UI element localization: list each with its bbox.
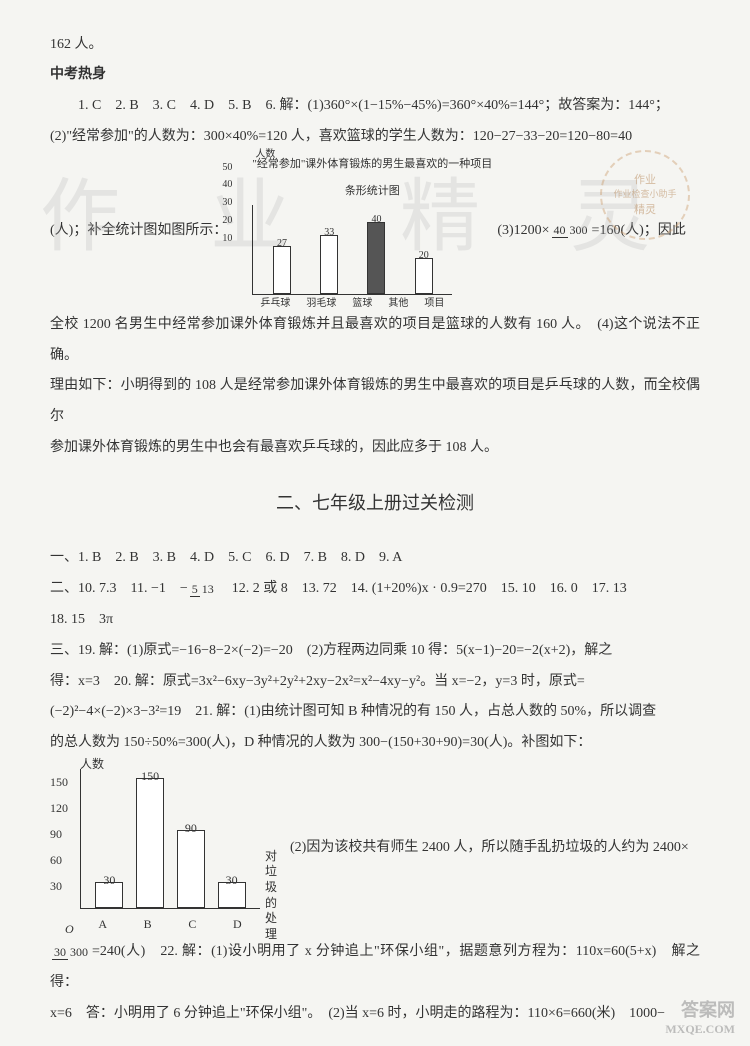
text-before-chart: (人)；补全统计图如图所示：: [50, 216, 227, 247]
answer-line: 30300=240(人) 22. 解：(1)设小明用了 x 分钟追上"环保小组"…: [50, 937, 700, 999]
chart2-bar: 30: [218, 882, 246, 908]
chart2-xtick: A: [98, 911, 107, 937]
chart1-bar: 33: [320, 235, 338, 294]
answer-line: (2)"经常参加"的人数为：300×40%=120 人，喜欢篮球的学生人数为：1…: [50, 122, 700, 153]
footer-watermark: 答案网 MXQE.COM: [665, 1000, 735, 1036]
chart1-xtick: 其他: [388, 298, 408, 310]
chart2-xtick: C: [188, 911, 196, 937]
chart2-xtick: D: [233, 911, 242, 937]
stamp-line: 精灵: [634, 202, 656, 219]
footer-wm-line: MXQE.COM: [665, 1022, 735, 1036]
chart2-xlabel: 对垃圾的处理: [265, 849, 277, 943]
answer-line: 三、19. 解：(1)原式=−16−8−2×(−2)=−20 (2)方程两边同乘…: [50, 636, 700, 667]
answer-line: 得：x=3 20. 解：原式=3x²−6xy−3y²+2y²+2xy−2x²=x…: [50, 667, 700, 698]
answer-line: 1. C 2. B 3. C 4. D 5. B 6. 解：(1)360°×(1…: [50, 91, 700, 122]
chart2-row: 人数 150120906030 O 301509030 ABCD 对垃圾的处理 …: [50, 759, 700, 937]
answer-line: 二、10. 7.3 11. −1 −513 12. 2 或 8 13. 72 1…: [50, 574, 700, 605]
section-heading: 中考热身: [50, 60, 700, 91]
answer-line: x=6 答：小明用了 6 分钟追上"环保小组"。 (2)当 x=6 时，小明走的…: [50, 999, 700, 1030]
stamp-line: 作业检查小助手: [613, 188, 676, 202]
answer-line: 18. 15 3π: [50, 605, 700, 636]
text-after-chart2: (2)因为该校共有师生 2400 人，所以随手乱扔垃圾的人约为 2400×: [260, 833, 700, 864]
chart2-ytick: 90: [50, 821, 62, 847]
text-span: 二、10. 7.3 11. −1 −: [50, 581, 188, 596]
chart1-xtick: 篮球: [352, 298, 372, 310]
chart2-origin: O: [65, 916, 74, 942]
text-span: 12. 2 或 8 13. 72 14. (1+20%)x · 0.9=270 …: [218, 581, 627, 596]
footer-wm-line: 答案网: [665, 1000, 735, 1022]
chart1-bar: 20: [415, 258, 433, 294]
chart2-bar: 90: [177, 830, 205, 908]
answer-line: (−2)²−4×(−2)×3−3²=19 21. 解：(1)由统计图可知 B 种…: [50, 697, 700, 728]
chart1-xtick: 乒乓球: [260, 298, 290, 310]
fraction: 40300: [552, 224, 590, 236]
page-continuation: 162 人。: [50, 30, 103, 61]
section-title: 二、七年级上册过关检测: [50, 484, 700, 524]
bar-chart-1: "经常参加"课外体育锻炼的男生最喜欢的一种项目 条形统计图 人数 50 40 3…: [227, 152, 492, 309]
chart1-bar: 40: [367, 222, 385, 294]
chart2-bar: 150: [136, 778, 164, 908]
chart1-xtick: 羽毛球: [306, 298, 336, 310]
chart1-bar: 27: [273, 246, 291, 294]
fraction: 513: [190, 583, 216, 595]
chart2-ytick: 150: [50, 769, 68, 795]
chart2-ytick: 60: [50, 847, 62, 873]
bar-chart-2: 人数 150120906030 O 301509030 ABCD 对垃圾的处理: [50, 769, 260, 937]
answer-line: 理由如下：小明得到的 108 人是经常参加课外体育锻炼的男生中最喜欢的项目是乒乓…: [50, 371, 700, 433]
chart1-row: (人)；补全统计图如图所示： "经常参加"课外体育锻炼的男生最喜欢的一种项目 条…: [50, 152, 700, 309]
answer-line: 的总人数为 150÷50%=300(人)，D 种情况的人数为 300−(150+…: [50, 728, 700, 759]
text-span: =240(人) 22. 解：(1)设小明用了 x 分钟追上"环保小组"，据题意列…: [50, 944, 700, 990]
answer-line: 全校 1200 名男生中经常参加课外体育锻炼并且最喜欢的项目是篮球的人数有 16…: [50, 310, 700, 372]
answer-line: 参加课外体育锻炼的男生中也会有最喜欢乒乓球的，因此应多于 108 人。: [50, 433, 700, 464]
fraction: 30300: [52, 946, 90, 958]
chart2-bar: 30: [95, 882, 123, 908]
stamp-seal: 作业 作业检查小助手 精灵: [600, 150, 690, 240]
chart2-ytick: 30: [50, 873, 62, 899]
stamp-line: 作业: [634, 172, 656, 189]
answer-line: 一、1. B 2. B 3. B 4. D 5. C 6. D 7. B 8. …: [50, 543, 700, 574]
chart2-ytick: 120: [50, 795, 68, 821]
chart2-xtick: B: [144, 911, 152, 937]
